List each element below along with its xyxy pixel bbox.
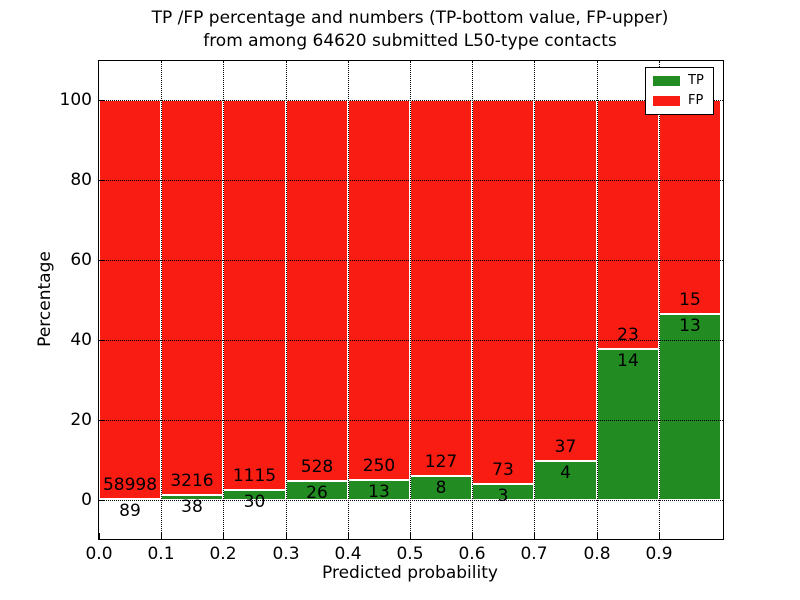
fp-count-label: 1115 (232, 466, 277, 486)
tp-count-label: 13 (679, 316, 701, 336)
y-tick-label: 0 (81, 490, 92, 510)
chart-title: TP /FP percentage and numbers (TP-bottom… (0, 7, 800, 53)
tp-count-label: 89 (119, 501, 141, 521)
bar-fp-segment (161, 100, 223, 495)
vertical-gridline (348, 61, 349, 539)
tp-count-label: 30 (243, 492, 266, 512)
tp-count-label: 26 (306, 483, 328, 503)
horizontal-gridline (99, 100, 723, 101)
legend-tp-label: TP (688, 73, 704, 88)
x-tick (286, 533, 287, 539)
x-tick (410, 533, 411, 539)
tp-count-label: 8 (435, 478, 447, 498)
y-tick-label: 60 (70, 250, 92, 270)
x-tick (472, 533, 473, 539)
y-tick (99, 420, 105, 421)
bar-tp-segment (534, 461, 597, 500)
vertical-gridline (286, 61, 287, 539)
x-tick-label: 0.1 (147, 544, 175, 564)
fp-count-label: 73 (492, 460, 514, 480)
fp-count-label: 3216 (170, 471, 214, 491)
x-tick (534, 533, 535, 539)
x-tick-label: 0.7 (520, 544, 548, 564)
horizontal-gridline (99, 500, 723, 501)
bar-tp-segment (410, 476, 472, 500)
bar-tp-segment (659, 314, 721, 500)
vertical-gridline (597, 61, 598, 539)
horizontal-gridline (99, 420, 723, 421)
legend-fp-swatch-icon (653, 96, 680, 106)
x-tick-label: 0.6 (458, 544, 486, 564)
y-tick (99, 180, 105, 181)
chart-title-line-2: from among 64620 submitted L50-type cont… (203, 31, 617, 51)
x-tick-label: 0.3 (272, 544, 300, 564)
x-tick (161, 533, 162, 539)
legend-fp-label: FP (688, 93, 704, 108)
fp-count-label: 127 (424, 452, 458, 472)
legend-item-fp: FP (653, 93, 704, 109)
x-tick-label: 0.5 (396, 544, 424, 564)
vertical-gridline (472, 61, 473, 539)
fp-count-label: 58998 (102, 475, 158, 495)
bar-fp-segment (286, 100, 348, 481)
x-tick (348, 533, 349, 539)
fp-count-label: 15 (679, 290, 701, 310)
bar-fp-segment (472, 100, 534, 484)
y-tick-label: 80 (70, 170, 92, 190)
legend: TP FP (645, 67, 714, 115)
bar-fp-segment (659, 100, 721, 314)
bar-fp-segment (348, 100, 410, 480)
bar-fp-segment (99, 100, 161, 499)
x-tick (597, 533, 598, 539)
y-tick (99, 340, 105, 341)
tp-count-label: 38 (181, 497, 203, 517)
bar-fp-segment (410, 100, 472, 476)
x-axis-label: Predicted probability (322, 563, 498, 583)
legend-item-tp: TP (653, 73, 704, 89)
horizontal-gridline (99, 180, 723, 181)
vertical-gridline (659, 61, 660, 539)
tp-count-label: 13 (368, 482, 390, 502)
y-tick-label: 40 (70, 330, 92, 350)
tp-count-label: 4 (560, 463, 571, 483)
tp-count-label: 14 (617, 351, 639, 371)
chart-title-line-1: TP /FP percentage and numbers (TP-bottom… (151, 8, 669, 28)
bar-fp-segment (534, 100, 597, 461)
x-tick-label: 0.8 (583, 544, 611, 564)
x-tick-label: 0.4 (334, 544, 362, 564)
vertical-gridline (223, 61, 224, 539)
x-tick (223, 533, 224, 539)
bar-tp-segment (597, 349, 659, 500)
horizontal-gridline (99, 260, 723, 261)
fp-count-label: 37 (554, 437, 577, 457)
y-tick (99, 100, 105, 101)
x-tick-label: 0.9 (645, 544, 673, 564)
x-tick (99, 533, 100, 539)
legend-tp-swatch-icon (653, 76, 680, 86)
y-tick-label: 20 (70, 410, 92, 430)
y-tick-label: 100 (59, 90, 92, 110)
bar-fp-segment (597, 100, 659, 349)
tp-count-label: 3 (497, 486, 509, 506)
vertical-gridline (410, 61, 411, 539)
vertical-gridline (534, 61, 535, 539)
fp-count-label: 23 (617, 325, 639, 345)
fp-count-label: 250 (362, 456, 396, 476)
x-tick (659, 533, 660, 539)
fp-count-label: 528 (300, 457, 334, 477)
plot-area: TP FP 58998 89 3216 38 1115 30 528 26 250 13 127 8 7… (60, 60, 724, 564)
x-tick-label: 0.2 (209, 544, 237, 564)
horizontal-gridline (99, 340, 723, 341)
bar-fp-segment (223, 100, 286, 490)
y-tick (99, 500, 105, 501)
vertical-gridline (161, 61, 162, 539)
x-tick-label: 0.0 (85, 544, 113, 564)
y-tick (99, 260, 105, 261)
